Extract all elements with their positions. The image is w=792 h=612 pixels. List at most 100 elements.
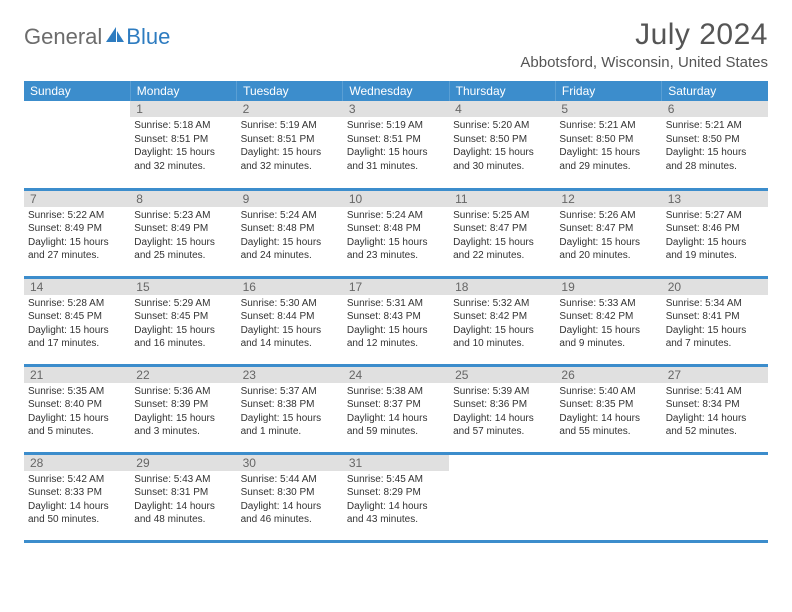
sunset-line: Sunset: 8:44 PM <box>241 310 339 324</box>
sunset-line: Sunset: 8:48 PM <box>347 222 445 236</box>
day-number: 30 <box>237 455 343 471</box>
day-details: Sunrise: 5:21 AMSunset: 8:50 PMDaylight:… <box>555 117 661 175</box>
day-details: Sunrise: 5:27 AMSunset: 8:46 PMDaylight:… <box>662 207 768 265</box>
day-details: Sunrise: 5:24 AMSunset: 8:48 PMDaylight:… <box>343 207 449 265</box>
day-number: 23 <box>237 367 343 383</box>
day-number: 5 <box>555 101 661 117</box>
daylight-line: Daylight: 14 hours and 43 minutes. <box>347 500 445 527</box>
daylight-line: Daylight: 14 hours and 48 minutes. <box>134 500 232 527</box>
calendar-day-cell: 27Sunrise: 5:41 AMSunset: 8:34 PMDayligh… <box>662 365 768 453</box>
sunrise-line: Sunrise: 5:36 AM <box>134 385 232 399</box>
day-details: Sunrise: 5:24 AMSunset: 8:48 PMDaylight:… <box>237 207 343 265</box>
calendar-day-cell: 10Sunrise: 5:24 AMSunset: 8:48 PMDayligh… <box>343 189 449 277</box>
location-text: Abbotsford, Wisconsin, United States <box>520 54 768 71</box>
daylight-line: Daylight: 15 hours and 16 minutes. <box>134 324 232 351</box>
sunrise-line: Sunrise: 5:28 AM <box>28 297 126 311</box>
day-details: Sunrise: 5:28 AMSunset: 8:45 PMDaylight:… <box>24 295 130 353</box>
calendar-day-cell: 6Sunrise: 5:21 AMSunset: 8:50 PMDaylight… <box>662 101 768 189</box>
sunrise-line: Sunrise: 5:40 AM <box>559 385 657 399</box>
day-details: Sunrise: 5:35 AMSunset: 8:40 PMDaylight:… <box>24 383 130 441</box>
calendar-day-cell: 5Sunrise: 5:21 AMSunset: 8:50 PMDaylight… <box>555 101 661 189</box>
sunset-line: Sunset: 8:29 PM <box>347 486 445 500</box>
sunset-line: Sunset: 8:30 PM <box>241 486 339 500</box>
daylight-line: Daylight: 15 hours and 7 minutes. <box>666 324 764 351</box>
day-number: 18 <box>449 279 555 295</box>
sunset-line: Sunset: 8:51 PM <box>134 133 232 147</box>
weekday-header: Friday <box>555 81 661 101</box>
day-details: Sunrise: 5:36 AMSunset: 8:39 PMDaylight:… <box>130 383 236 441</box>
daylight-line: Daylight: 15 hours and 9 minutes. <box>559 324 657 351</box>
sunset-line: Sunset: 8:31 PM <box>134 486 232 500</box>
daylight-line: Daylight: 15 hours and 3 minutes. <box>134 412 232 439</box>
sunset-line: Sunset: 8:40 PM <box>28 398 126 412</box>
sunrise-line: Sunrise: 5:44 AM <box>241 473 339 487</box>
daylight-line: Daylight: 15 hours and 17 minutes. <box>28 324 126 351</box>
sunrise-line: Sunrise: 5:30 AM <box>241 297 339 311</box>
day-number: 31 <box>343 455 449 471</box>
sunrise-line: Sunrise: 5:19 AM <box>241 119 339 133</box>
calendar-day-cell: 9Sunrise: 5:24 AMSunset: 8:48 PMDaylight… <box>237 189 343 277</box>
day-number: 4 <box>449 101 555 117</box>
day-details: Sunrise: 5:29 AMSunset: 8:45 PMDaylight:… <box>130 295 236 353</box>
day-number: 3 <box>343 101 449 117</box>
day-number: 26 <box>555 367 661 383</box>
sunrise-line: Sunrise: 5:34 AM <box>666 297 764 311</box>
sunrise-line: Sunrise: 5:39 AM <box>453 385 551 399</box>
day-number: 8 <box>130 191 236 207</box>
calendar-day-cell: 29Sunrise: 5:43 AMSunset: 8:31 PMDayligh… <box>130 453 236 541</box>
day-number: 12 <box>555 191 661 207</box>
sunset-line: Sunset: 8:48 PM <box>241 222 339 236</box>
day-number: 25 <box>449 367 555 383</box>
calendar-week-row: 21Sunrise: 5:35 AMSunset: 8:40 PMDayligh… <box>24 365 768 453</box>
daylight-line: Daylight: 15 hours and 27 minutes. <box>28 236 126 263</box>
calendar-day-cell: 7Sunrise: 5:22 AMSunset: 8:49 PMDaylight… <box>24 189 130 277</box>
sunrise-line: Sunrise: 5:25 AM <box>453 209 551 223</box>
day-details: Sunrise: 5:19 AMSunset: 8:51 PMDaylight:… <box>237 117 343 175</box>
calendar-table: Sunday Monday Tuesday Wednesday Thursday… <box>24 81 768 543</box>
weekday-header-row: Sunday Monday Tuesday Wednesday Thursday… <box>24 81 768 101</box>
daylight-line: Daylight: 15 hours and 10 minutes. <box>453 324 551 351</box>
sunset-line: Sunset: 8:45 PM <box>28 310 126 324</box>
calendar-week-row: 14Sunrise: 5:28 AMSunset: 8:45 PMDayligh… <box>24 277 768 365</box>
sunrise-line: Sunrise: 5:42 AM <box>28 473 126 487</box>
sunrise-line: Sunrise: 5:18 AM <box>134 119 232 133</box>
day-details: Sunrise: 5:30 AMSunset: 8:44 PMDaylight:… <box>237 295 343 353</box>
weekday-header: Sunday <box>24 81 130 101</box>
day-details: Sunrise: 5:44 AMSunset: 8:30 PMDaylight:… <box>237 471 343 529</box>
day-number: 27 <box>662 367 768 383</box>
daylight-line: Daylight: 15 hours and 31 minutes. <box>347 146 445 173</box>
daylight-line: Daylight: 14 hours and 46 minutes. <box>241 500 339 527</box>
daylight-line: Daylight: 15 hours and 32 minutes. <box>134 146 232 173</box>
calendar-body: 1Sunrise: 5:18 AMSunset: 8:51 PMDaylight… <box>24 101 768 541</box>
sunset-line: Sunset: 8:43 PM <box>347 310 445 324</box>
sunrise-line: Sunrise: 5:24 AM <box>241 209 339 223</box>
daylight-line: Daylight: 15 hours and 20 minutes. <box>559 236 657 263</box>
daylight-line: Daylight: 14 hours and 59 minutes. <box>347 412 445 439</box>
calendar-week-row: 7Sunrise: 5:22 AMSunset: 8:49 PMDaylight… <box>24 189 768 277</box>
sunset-line: Sunset: 8:41 PM <box>666 310 764 324</box>
weekday-header: Thursday <box>449 81 555 101</box>
brand-word-1: General <box>24 24 102 50</box>
day-details: Sunrise: 5:34 AMSunset: 8:41 PMDaylight:… <box>662 295 768 353</box>
calendar-day-cell: 3Sunrise: 5:19 AMSunset: 8:51 PMDaylight… <box>343 101 449 189</box>
daylight-line: Daylight: 15 hours and 24 minutes. <box>241 236 339 263</box>
day-details: Sunrise: 5:20 AMSunset: 8:50 PMDaylight:… <box>449 117 555 175</box>
calendar-day-cell: 15Sunrise: 5:29 AMSunset: 8:45 PMDayligh… <box>130 277 236 365</box>
sunrise-line: Sunrise: 5:38 AM <box>347 385 445 399</box>
calendar-day-cell: 30Sunrise: 5:44 AMSunset: 8:30 PMDayligh… <box>237 453 343 541</box>
sunset-line: Sunset: 8:51 PM <box>241 133 339 147</box>
day-details: Sunrise: 5:43 AMSunset: 8:31 PMDaylight:… <box>130 471 236 529</box>
calendar-day-cell: 18Sunrise: 5:32 AMSunset: 8:42 PMDayligh… <box>449 277 555 365</box>
month-title: July 2024 <box>520 18 768 52</box>
brand-logo: General Blue <box>24 18 170 50</box>
calendar-day-cell <box>662 453 768 541</box>
calendar-day-cell: 22Sunrise: 5:36 AMSunset: 8:39 PMDayligh… <box>130 365 236 453</box>
calendar-day-cell: 17Sunrise: 5:31 AMSunset: 8:43 PMDayligh… <box>343 277 449 365</box>
daylight-line: Daylight: 15 hours and 22 minutes. <box>453 236 551 263</box>
daylight-line: Daylight: 15 hours and 12 minutes. <box>347 324 445 351</box>
daylight-line: Daylight: 15 hours and 29 minutes. <box>559 146 657 173</box>
day-number: 2 <box>237 101 343 117</box>
sunset-line: Sunset: 8:42 PM <box>559 310 657 324</box>
empty-day-bar <box>449 455 555 471</box>
weekday-header: Saturday <box>662 81 768 101</box>
